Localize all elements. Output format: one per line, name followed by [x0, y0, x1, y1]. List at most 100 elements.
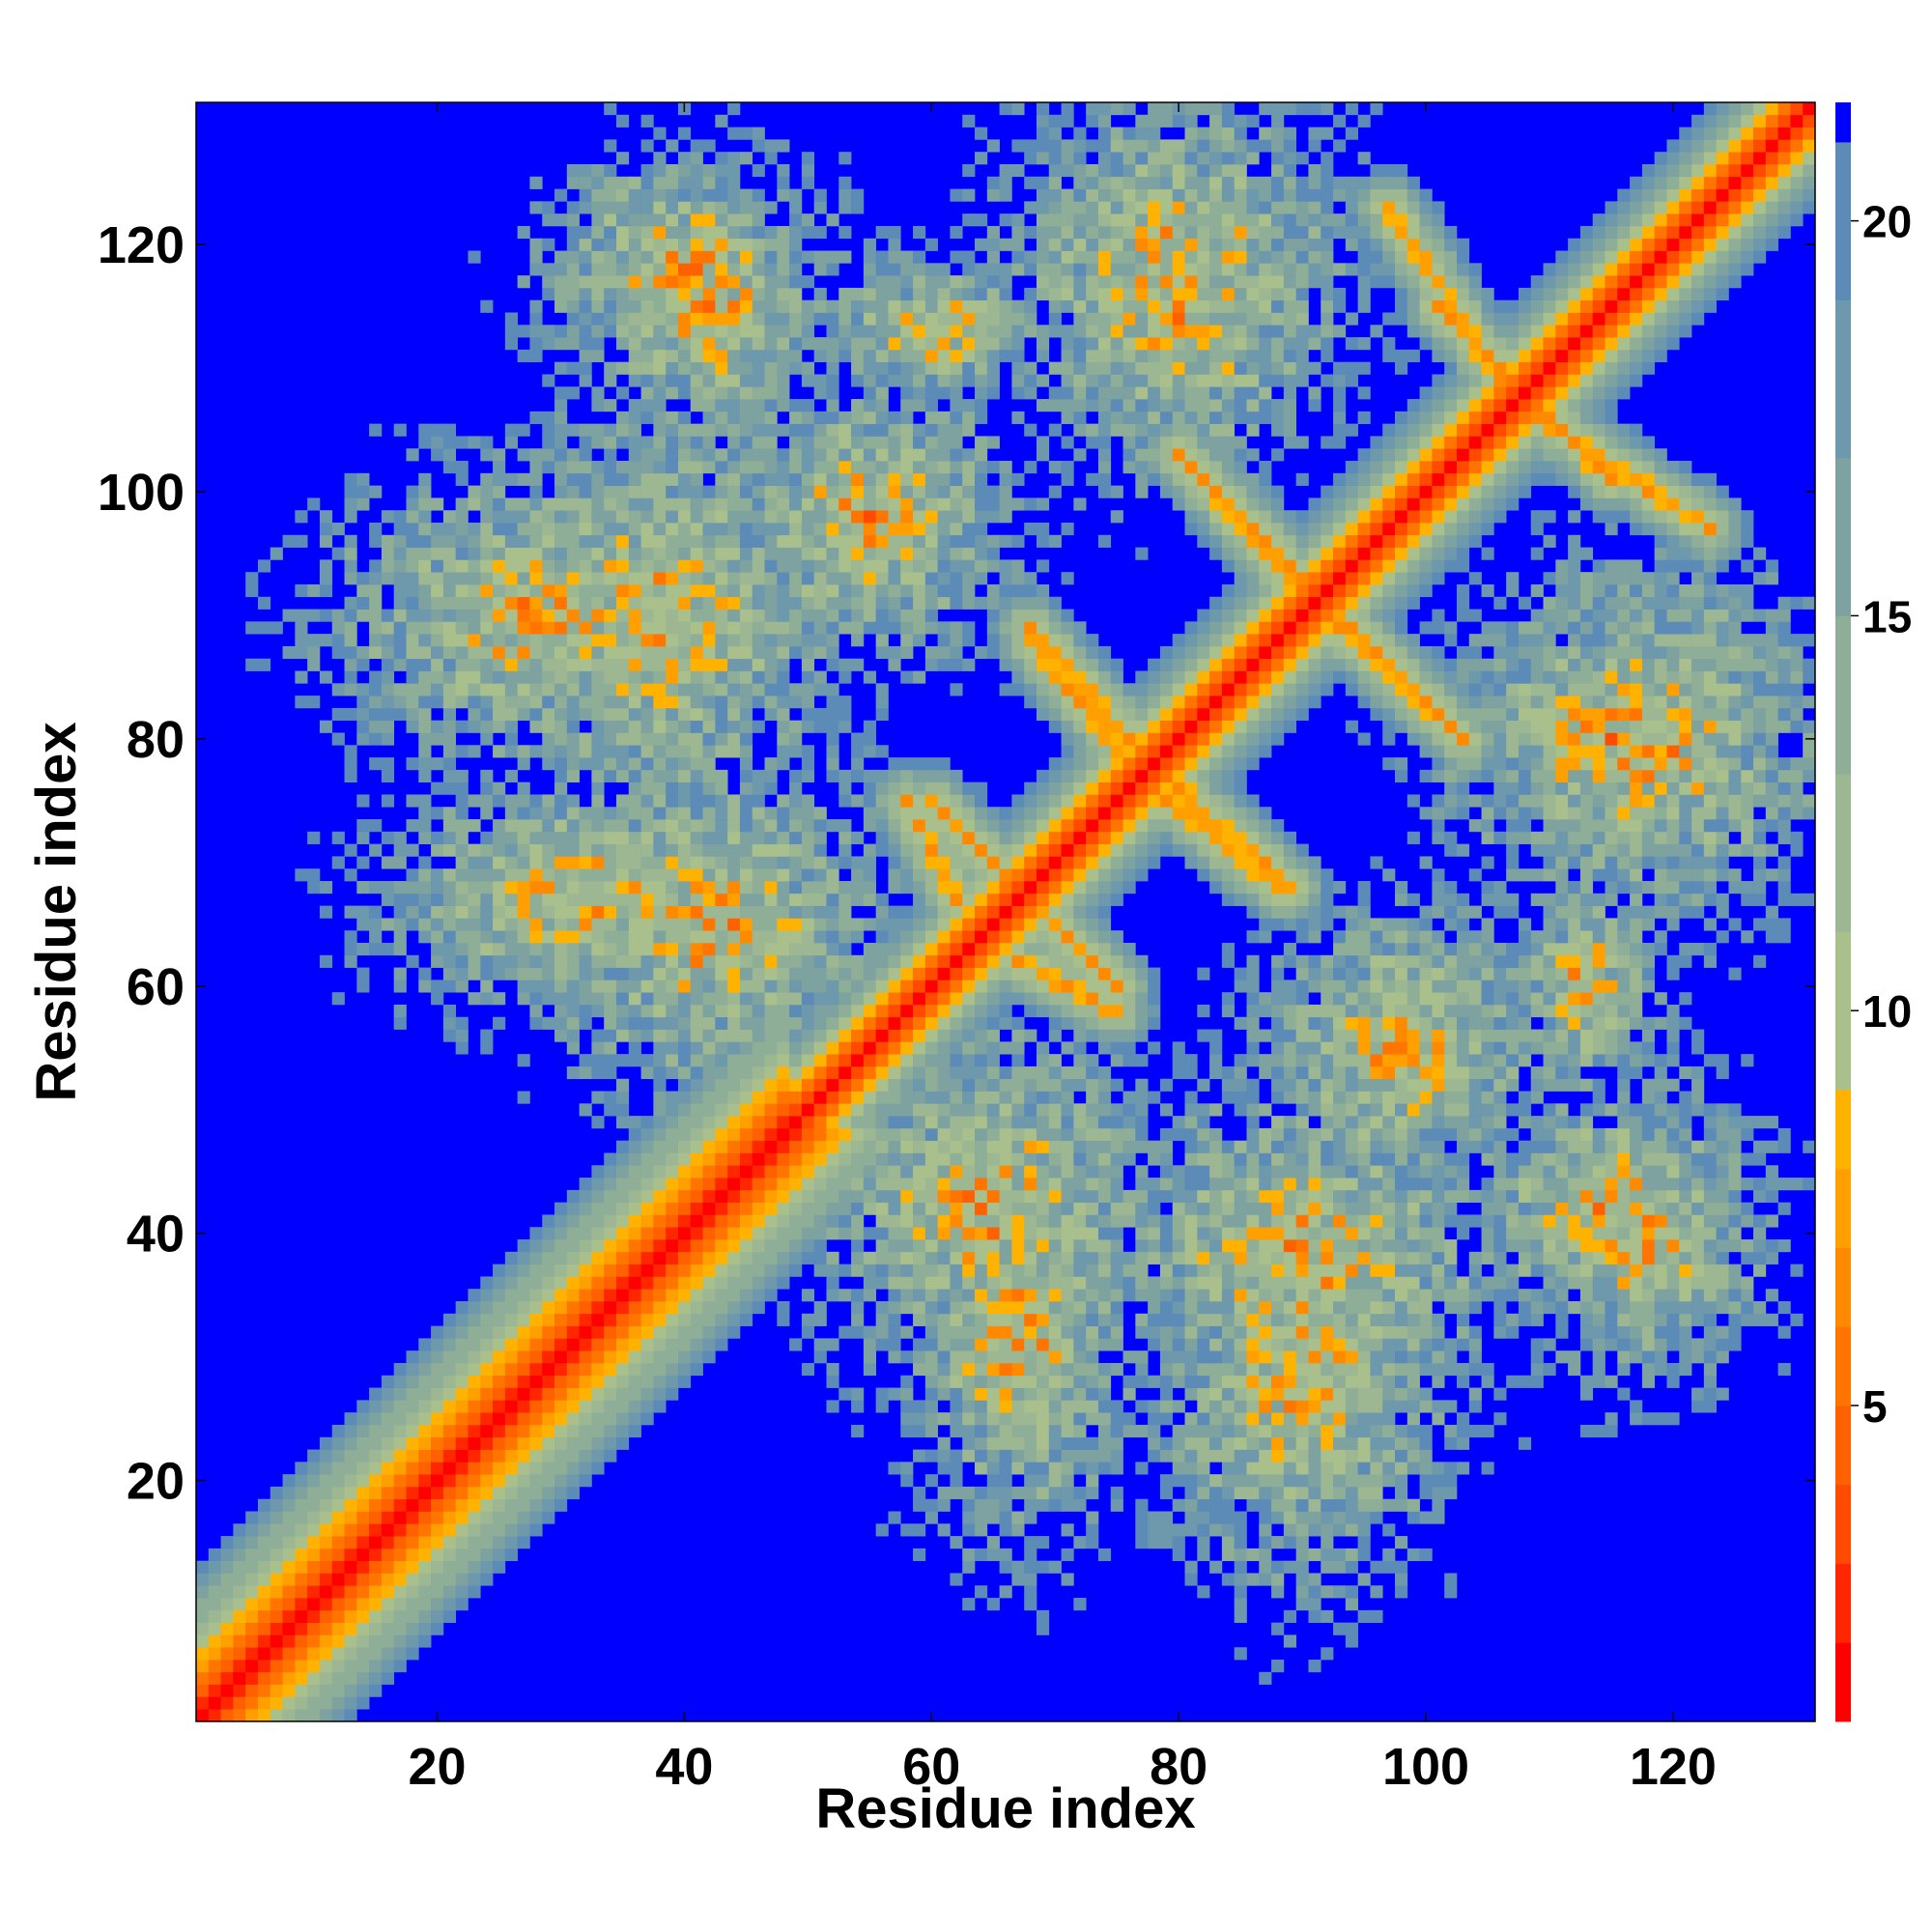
heatmap-cell [715, 448, 728, 462]
heatmap-cell [666, 1165, 679, 1179]
heatmap-cell [1024, 819, 1037, 833]
heatmap-cell [975, 942, 988, 956]
heatmap-cell [1036, 1436, 1050, 1450]
heatmap-cell [999, 1474, 1012, 1488]
heatmap-cell [764, 1116, 778, 1129]
heatmap-cell [381, 1449, 395, 1463]
heatmap-cell [851, 1065, 865, 1080]
heatmap-cell [677, 918, 692, 931]
heatmap-cell [418, 1523, 432, 1537]
heatmap-cell [913, 1041, 926, 1055]
heatmap-cell [640, 1276, 654, 1290]
heatmap-cell [579, 645, 592, 660]
heatmap-cell [950, 423, 963, 437]
heatmap-cell [504, 868, 518, 882]
heatmap-cell [900, 287, 914, 301]
heatmap-cell [628, 1239, 641, 1253]
heatmap-cell [739, 807, 753, 820]
heatmap-cell [752, 670, 765, 684]
heatmap-cell [1048, 1436, 1062, 1450]
heatmap-cell [690, 299, 703, 313]
heatmap-cell [566, 707, 580, 722]
heatmap-cell [455, 881, 469, 895]
heatmap-cell [838, 1325, 852, 1339]
heatmap-cell [554, 720, 568, 733]
heatmap-cell [888, 1325, 901, 1339]
heatmap-cell [344, 510, 357, 524]
heatmap-cell [566, 1301, 580, 1315]
heatmap-cell [307, 1634, 321, 1648]
heatmap-cell [504, 559, 518, 573]
heatmap-cell [924, 547, 938, 560]
heatmap-cell [702, 1338, 716, 1351]
heatmap-cell [690, 1189, 703, 1203]
heatmap-cell [591, 992, 605, 1006]
heatmap-cell [863, 868, 877, 882]
heatmap-cell [431, 881, 444, 895]
heatmap-cell [381, 670, 395, 684]
heatmap-cell [591, 942, 605, 956]
heatmap-cell [319, 1474, 333, 1488]
heatmap-cell [480, 572, 494, 585]
heatmap-cell [208, 1598, 221, 1611]
heatmap-cell [888, 918, 901, 931]
heatmap-cell [913, 312, 926, 326]
heatmap-cell [653, 472, 667, 486]
heatmap-cell [566, 1350, 580, 1364]
heatmap-cell [975, 1202, 988, 1215]
heatmap-cell [542, 992, 555, 1006]
heatmap-cell [962, 275, 976, 289]
heatmap-cell [813, 596, 827, 610]
heatmap-cell [924, 856, 938, 869]
heatmap-cell [666, 1338, 679, 1351]
heatmap-cell [813, 583, 827, 598]
heatmap-cell [604, 176, 617, 189]
heatmap-cell [950, 1004, 963, 1018]
heatmap-cell [591, 1054, 605, 1067]
heatmap-cell [702, 263, 716, 276]
heatmap-cell [468, 1548, 481, 1562]
heatmap-cell [875, 930, 889, 944]
heatmap-cell [900, 497, 914, 511]
heatmap-cell [591, 1325, 605, 1339]
heatmap-cell [640, 1264, 654, 1277]
heatmap-cell [542, 1325, 555, 1339]
heatmap-cell [739, 1127, 753, 1142]
heatmap-cell [962, 1400, 976, 1413]
heatmap-cell [554, 732, 568, 746]
heatmap-cell [900, 757, 914, 771]
heatmap-cell [1036, 794, 1050, 808]
heatmap-cell [591, 287, 605, 301]
heatmap-cell [369, 881, 383, 895]
heatmap-cell [591, 250, 605, 264]
heatmap-cell [937, 843, 951, 857]
heatmap-cell [950, 510, 963, 524]
heatmap-cell [604, 263, 617, 276]
heatmap-cell [752, 583, 765, 598]
heatmap-cell [900, 275, 914, 289]
heatmap-cell [591, 609, 605, 622]
heatmap-cell [331, 645, 345, 660]
heatmap-cell [517, 522, 530, 536]
heatmap-cell [986, 1239, 1000, 1253]
heatmap-cell [628, 1362, 641, 1377]
heatmap-cell [493, 683, 506, 696]
heatmap-cell [615, 732, 630, 746]
heatmap-cell [739, 720, 753, 733]
heatmap-cell [851, 349, 865, 363]
heatmap-cell [690, 472, 703, 486]
heatmap-cell [777, 757, 790, 771]
heatmap-cell [801, 213, 815, 227]
heatmap-cell [431, 1474, 444, 1488]
heatmap-cell [431, 905, 444, 919]
heatmap-cell [579, 621, 592, 635]
heatmap-cell [813, 337, 827, 351]
heatmap-cell [529, 1350, 543, 1364]
heatmap-cell [493, 621, 506, 635]
heatmap-cell [986, 275, 1000, 289]
heatmap-cell [468, 707, 481, 722]
heatmap-cell [504, 1338, 518, 1351]
heatmap-cell [591, 1029, 605, 1042]
heatmap-cell [615, 1178, 630, 1191]
heatmap-cell [764, 386, 778, 400]
